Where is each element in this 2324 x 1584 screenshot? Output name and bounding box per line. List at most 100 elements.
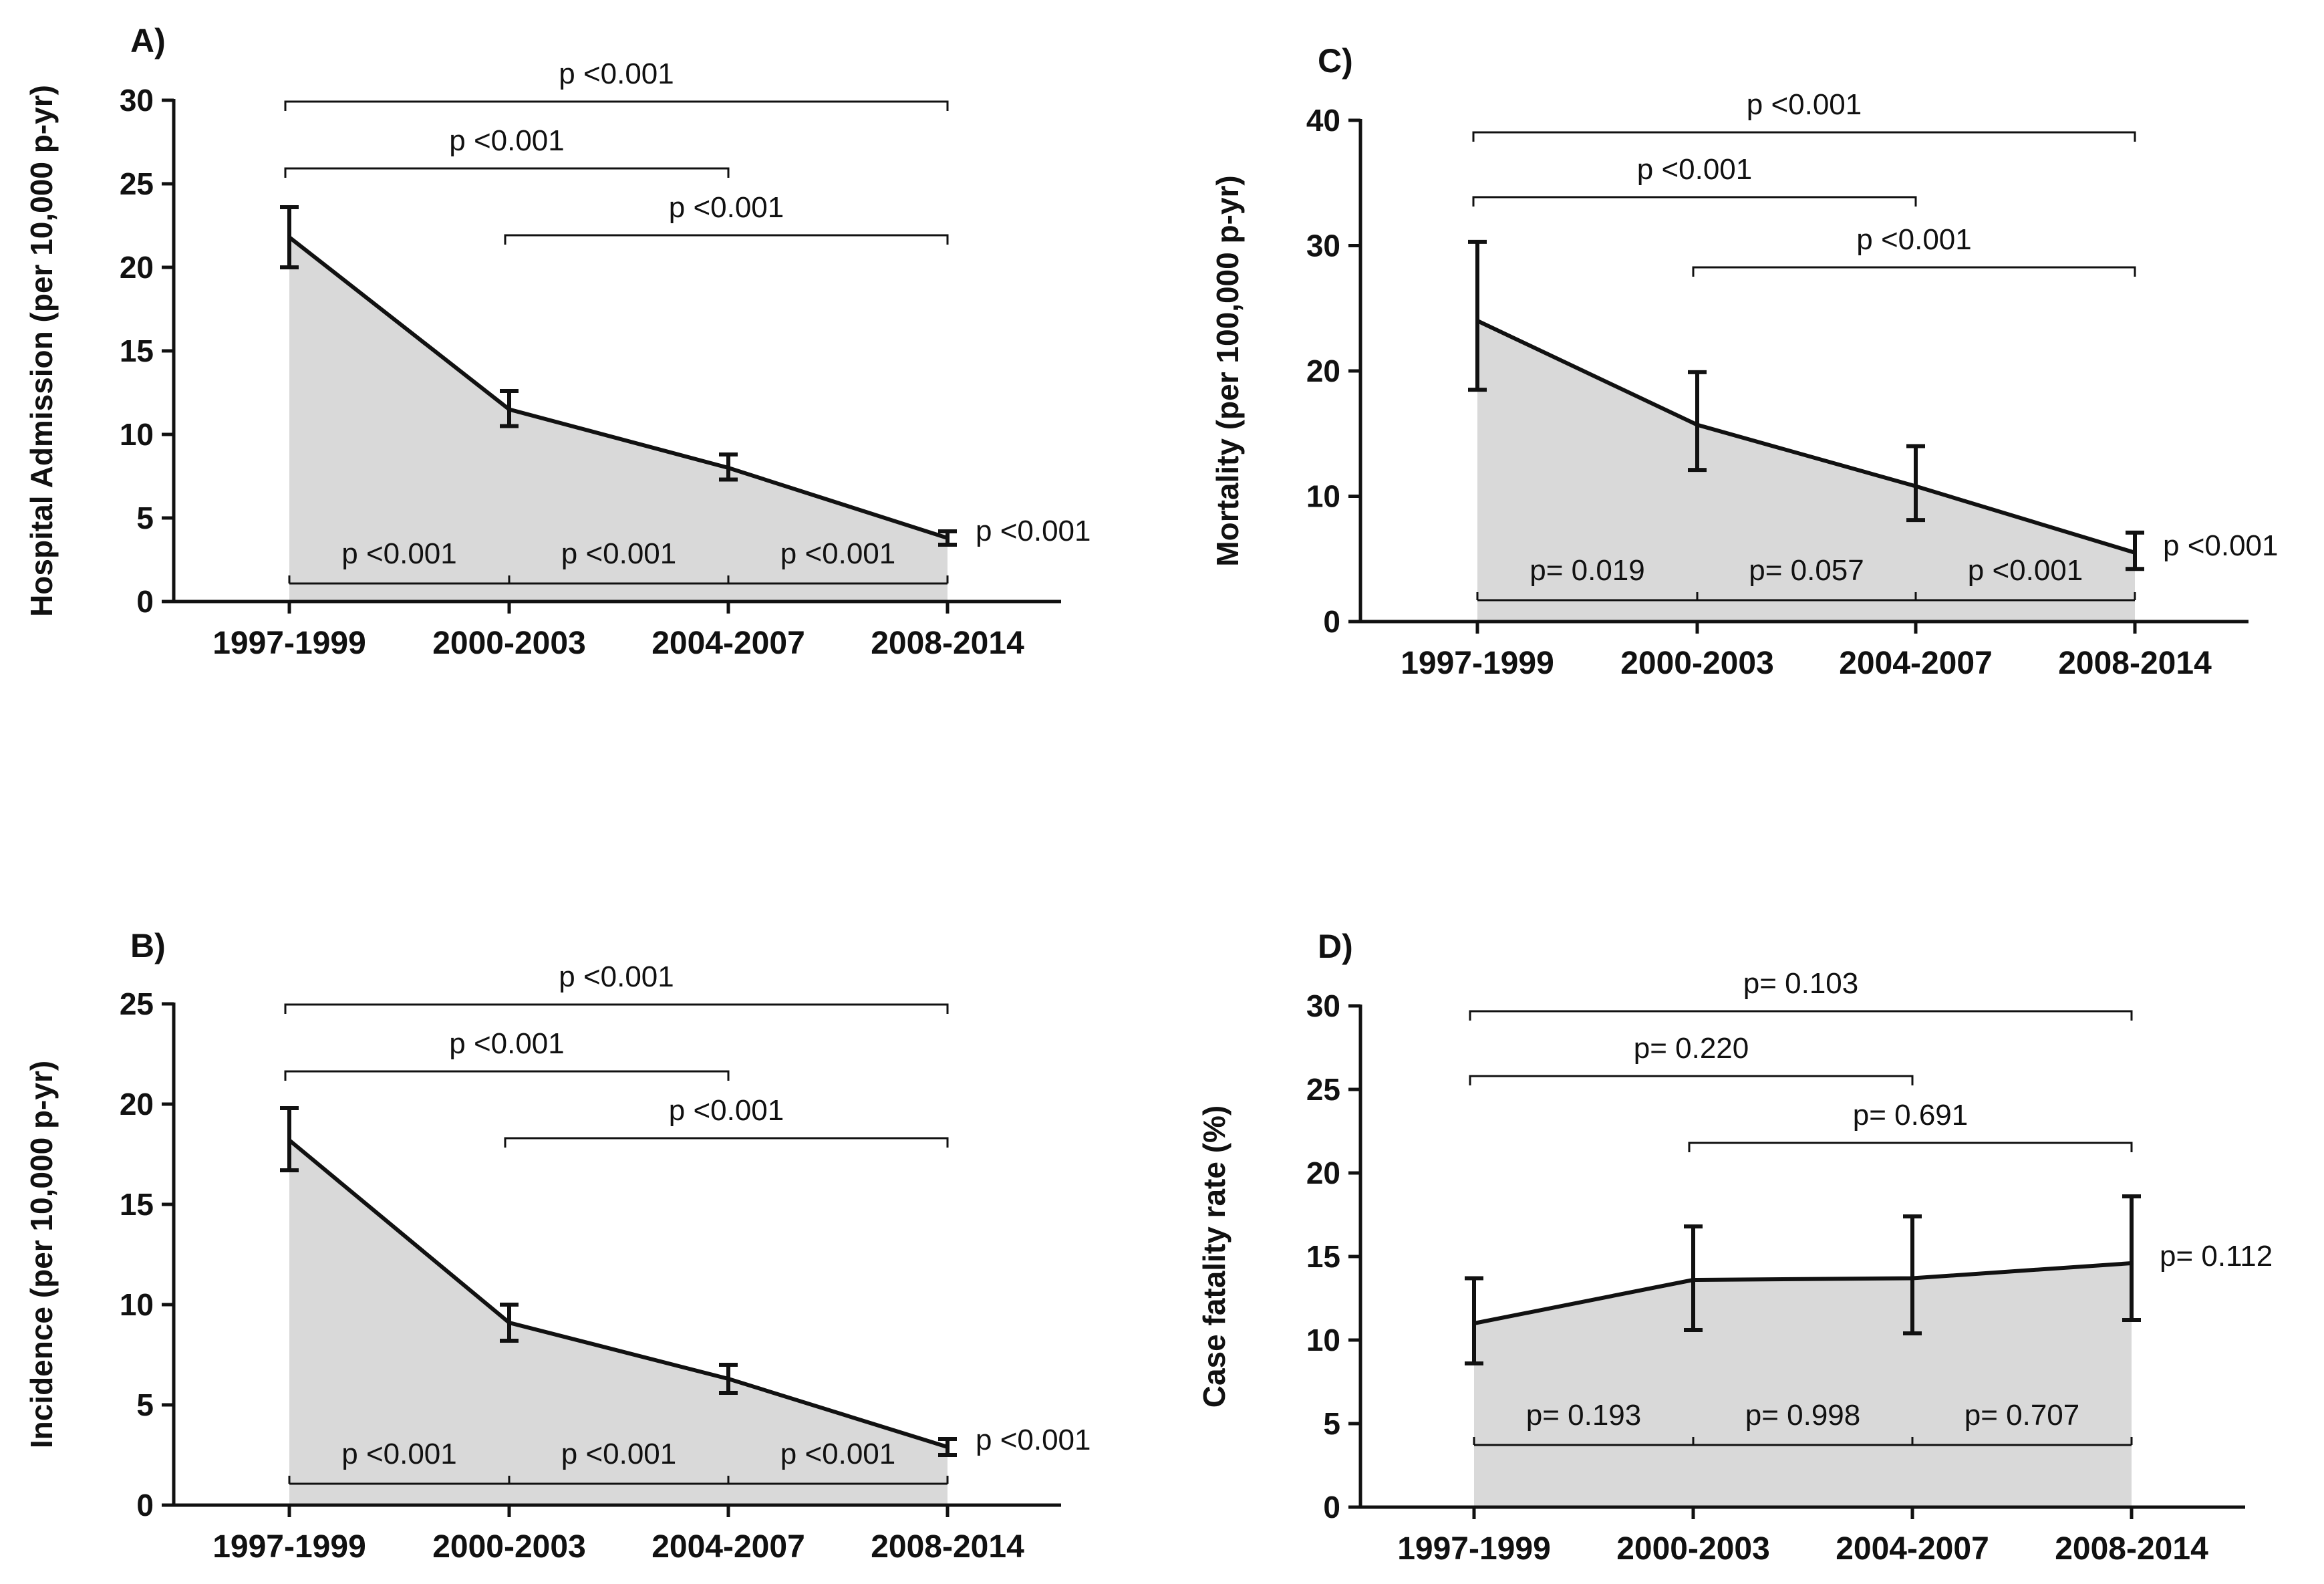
top-bracket — [1472, 196, 1917, 207]
trend-p-label: p <0.001 — [976, 1424, 1091, 1456]
top-bracket-label: p <0.001 — [449, 1027, 565, 1060]
data-point — [946, 536, 950, 540]
data-point — [507, 1321, 511, 1325]
bottom-bracket-label: p= 0.193 — [1526, 1399, 1642, 1432]
bottom-bracket-label: p <0.001 — [341, 537, 457, 570]
area-fill — [289, 237, 948, 602]
bottom-bracket-label: p= 0.707 — [1965, 1399, 2080, 1432]
top-bracket-label: p= 0.220 — [1634, 1032, 1749, 1065]
top-bracket-label: p <0.001 — [1637, 153, 1753, 186]
y-tick-label: 40 — [1306, 103, 1340, 138]
x-tick-label: 1997-1999 — [212, 626, 366, 661]
data-point — [726, 466, 730, 470]
top-bracket-label: p <0.001 — [449, 124, 565, 157]
y-tick-label: 0 — [136, 584, 154, 619]
panel-a: 0 5 10 15 20 25 30 1997-1999 2000-2003 2004-2007 2… — [24, 22, 1091, 661]
trend-p-label: p <0.001 — [2163, 529, 2279, 562]
data-point — [1691, 1278, 1695, 1282]
data-point — [2130, 1261, 2134, 1265]
y-axis-label: Mortality (per 100,000 p-yr) — [1210, 175, 1245, 566]
data-point — [287, 235, 291, 239]
y-tick-label: 30 — [1306, 988, 1340, 1023]
y-axis-label: Hospital Admission (per 10,000 p-yr) — [24, 85, 59, 617]
y-tick-label: 25 — [120, 986, 154, 1021]
y-tick-label: 10 — [120, 417, 154, 452]
x-tick-label: 2000-2003 — [1620, 646, 1774, 681]
top-bracket-label: p <0.001 — [1856, 223, 1972, 256]
data-point — [507, 407, 511, 412]
area-fill — [1474, 1263, 2132, 1507]
x-tick-label: 1997-1999 — [212, 1529, 366, 1565]
y-tick-label: 5 — [1323, 1406, 1340, 1441]
y-tick-label: 30 — [1306, 229, 1340, 263]
y-tick-label: 0 — [1323, 604, 1340, 639]
data-point — [287, 1138, 291, 1142]
y-tick-label: 10 — [1306, 479, 1340, 514]
bottom-bracket-label: p <0.001 — [1968, 554, 2083, 587]
top-bracket — [1472, 131, 2136, 142]
series-line — [1473, 1261, 2132, 1325]
bottom-bracket-label: p <0.001 — [561, 537, 677, 570]
y-tick-label: 20 — [1306, 354, 1340, 388]
y-tick-label: 15 — [120, 334, 154, 368]
bottom-bracket-label: p= 0.019 — [1530, 554, 1645, 587]
x-tick-label: 2008-2014 — [2058, 646, 2212, 681]
x-tick-label: 2004-2007 — [1836, 1531, 1989, 1567]
top-bracket-label: p= 0.103 — [1743, 967, 1859, 1000]
data-point — [726, 1377, 730, 1381]
bottom-bracket-label: p <0.001 — [780, 537, 896, 570]
data-point — [2133, 550, 2137, 555]
top-bracket-label: p <0.001 — [559, 960, 674, 993]
error-bar — [1465, 1276, 1483, 1365]
series-line — [288, 1138, 948, 1449]
data-point — [1695, 422, 1699, 427]
error-bar — [1688, 370, 1707, 473]
panel-letter: B) — [130, 927, 166, 964]
y-axis-label: Incidence (per 10,000 p-yr) — [24, 1061, 59, 1448]
trend-p-label: p <0.001 — [976, 515, 1091, 547]
data-point — [1475, 319, 1479, 323]
bottom-bracket-label: p <0.001 — [341, 1438, 457, 1470]
x-tick-label: 2008-2014 — [871, 1529, 1024, 1565]
data-point — [1472, 1321, 1476, 1325]
top-bracket — [284, 1003, 949, 1014]
area-fill — [289, 1140, 948, 1505]
top-bracket-label: p <0.001 — [669, 191, 784, 224]
series-line — [1476, 319, 2136, 555]
panel-letter: D) — [1318, 928, 1353, 965]
panel-letter: C) — [1318, 42, 1353, 80]
y-tick-label: 0 — [136, 1488, 154, 1523]
y-tick-label: 5 — [136, 1388, 154, 1422]
y-tick-label: 30 — [120, 83, 154, 118]
top-bracket — [1688, 1142, 2133, 1152]
error-bar — [1906, 444, 1925, 523]
y-tick-label: 20 — [1306, 1156, 1340, 1190]
data-point — [1914, 484, 1918, 489]
x-tick-label: 2000-2003 — [1616, 1531, 1770, 1567]
top-bracket — [504, 1137, 949, 1148]
top-bracket — [284, 167, 730, 178]
bottom-bracket-label: p= 0.998 — [1745, 1399, 1861, 1432]
panel-letter: A) — [130, 22, 166, 59]
y-tick-label: 25 — [1306, 1072, 1340, 1107]
error-bar — [2122, 1194, 2141, 1322]
y-tick-label: 10 — [1306, 1323, 1340, 1357]
top-bracket-label: p <0.001 — [669, 1094, 784, 1127]
top-bracket-label: p <0.001 — [559, 57, 674, 90]
top-bracket — [504, 234, 949, 245]
y-tick-label: 25 — [120, 166, 154, 201]
bottom-bracket-label: p <0.001 — [780, 1438, 896, 1470]
x-tick-label: 2004-2007 — [1839, 646, 1993, 681]
x-tick-label: 1997-1999 — [1397, 1531, 1551, 1567]
top-bracket — [284, 1070, 730, 1081]
area-fill — [1477, 321, 2135, 622]
y-tick-label: 20 — [120, 250, 154, 285]
x-tick-label: 2004-2007 — [651, 1529, 805, 1565]
top-bracket — [1692, 266, 2136, 277]
y-axis-label: Case fatality rate (%) — [1197, 1105, 1231, 1408]
bottom-bracket-label: p <0.001 — [561, 1438, 677, 1470]
data-point — [946, 1445, 950, 1449]
top-bracket — [1469, 1075, 1914, 1085]
x-tick-label: 2000-2003 — [432, 1529, 586, 1565]
